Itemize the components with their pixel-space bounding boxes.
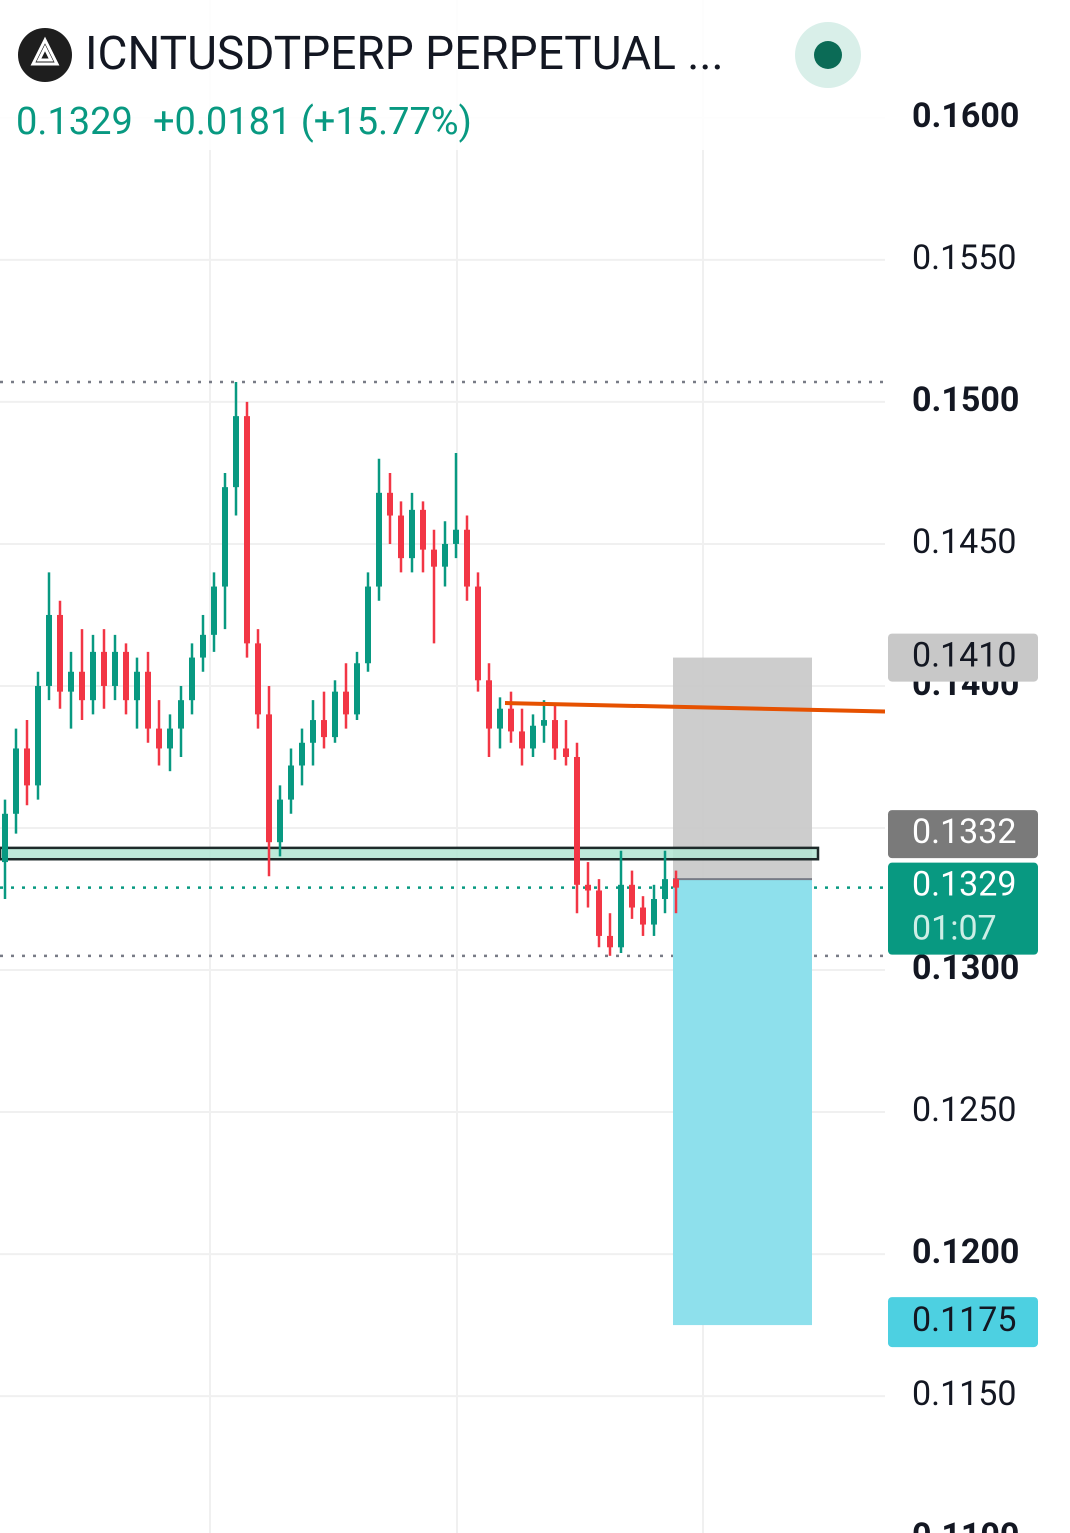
candle-body bbox=[112, 651, 118, 686]
candle-body bbox=[464, 529, 470, 587]
logo bbox=[18, 28, 72, 82]
price-label: 0.1332 bbox=[912, 812, 1017, 852]
candle-body bbox=[552, 720, 558, 749]
candle-body bbox=[13, 748, 19, 814]
y-tick-label: 0.1300 bbox=[912, 948, 1019, 988]
candle-body bbox=[585, 884, 591, 891]
candle-body bbox=[431, 549, 437, 567]
candle-body bbox=[365, 586, 371, 664]
price-label-box bbox=[888, 633, 1038, 682]
candle-body bbox=[387, 492, 393, 516]
candle-body bbox=[233, 416, 239, 488]
candle-body bbox=[398, 515, 404, 559]
candle-body bbox=[101, 651, 107, 686]
candle-body bbox=[90, 651, 96, 701]
trend-line bbox=[504, 701, 885, 714]
candle-body bbox=[123, 651, 129, 701]
candle-body bbox=[79, 671, 85, 701]
candle-body bbox=[596, 890, 602, 936]
y-tick-label: 0.1600 bbox=[912, 96, 1019, 136]
y-tick-label: 0.1500 bbox=[912, 380, 1019, 420]
stop-zone bbox=[673, 657, 812, 880]
candle-body bbox=[607, 935, 613, 948]
header: ICNTUSDTPERP PERPETUAL ... 0.1329 +0.018… bbox=[0, 0, 885, 150]
candle-body bbox=[618, 884, 624, 948]
price-axis: 0.11000.11500.12000.12500.13000.13500.14… bbox=[888, 96, 1038, 1533]
y-tick-label: 0.1550 bbox=[912, 238, 1017, 278]
candle-body bbox=[519, 731, 525, 749]
target-zone bbox=[673, 879, 812, 1326]
symbol-title: ICNTUSDTPERP PERPETUAL ... bbox=[85, 27, 724, 81]
y-tick-label: 0.1250 bbox=[912, 1090, 1017, 1130]
candle-body bbox=[156, 728, 162, 749]
candle-body bbox=[530, 725, 536, 749]
price-label: 0.1410 bbox=[912, 636, 1017, 676]
y-tick-label: 0.1100 bbox=[912, 1516, 1019, 1533]
candle-body bbox=[651, 899, 657, 925]
candle-body bbox=[57, 614, 63, 692]
candle-body bbox=[541, 720, 547, 726]
candle-body bbox=[321, 720, 327, 738]
candle-body bbox=[343, 691, 349, 715]
candle-body bbox=[35, 685, 41, 786]
candle-body bbox=[46, 614, 52, 686]
candle-body bbox=[640, 907, 646, 925]
candle-body bbox=[475, 586, 481, 681]
candle-body bbox=[24, 748, 30, 786]
header-bg bbox=[0, 0, 885, 150]
candle-body bbox=[409, 509, 415, 559]
status-dot bbox=[814, 41, 842, 69]
candle-body bbox=[673, 879, 679, 888]
header-price: 0.1329 bbox=[16, 100, 133, 144]
candle-body bbox=[222, 487, 228, 587]
candle-body bbox=[200, 634, 206, 658]
candle-body bbox=[255, 643, 261, 715]
candle-body bbox=[420, 509, 426, 550]
candle-body bbox=[2, 813, 8, 863]
candle-body bbox=[354, 663, 360, 715]
candle-body bbox=[332, 691, 338, 738]
candle-body bbox=[563, 748, 569, 757]
candle-body bbox=[288, 765, 294, 800]
countdown: 01:07 bbox=[912, 909, 997, 949]
price-label: 0.1329 bbox=[912, 865, 1017, 905]
y-tick-label: 0.1200 bbox=[912, 1232, 1019, 1272]
support-zone bbox=[0, 846, 820, 861]
candle-body bbox=[376, 492, 382, 587]
candle-body bbox=[145, 671, 151, 729]
candle-body bbox=[508, 708, 514, 732]
candle-body bbox=[299, 742, 305, 766]
plot bbox=[0, 380, 885, 1326]
candle-body bbox=[68, 671, 74, 692]
candle-body bbox=[277, 799, 283, 843]
candle-body bbox=[134, 671, 140, 701]
y-tick-label: 0.1150 bbox=[912, 1374, 1017, 1414]
y-tick-label: 0.1450 bbox=[912, 522, 1017, 562]
candle-body bbox=[244, 416, 250, 644]
candle-body bbox=[211, 586, 217, 635]
candle-body bbox=[486, 680, 492, 729]
logo-icon bbox=[30, 36, 60, 66]
candle-body bbox=[662, 879, 668, 900]
candle-body bbox=[266, 714, 272, 843]
header-change: +0.0181 (+15.77%) bbox=[153, 100, 472, 144]
price-label-box bbox=[888, 862, 1038, 955]
candle-body bbox=[442, 543, 448, 567]
price-label: 0.1175 bbox=[912, 1300, 1017, 1340]
price-label-box bbox=[888, 810, 1038, 859]
candle-body bbox=[189, 657, 195, 701]
candle-body bbox=[167, 728, 173, 749]
candle-body bbox=[497, 708, 503, 729]
candle-body bbox=[629, 884, 635, 908]
price-label-box bbox=[888, 1297, 1038, 1348]
candle-body bbox=[453, 529, 459, 544]
candle-body bbox=[574, 756, 580, 885]
candle-body bbox=[310, 720, 316, 743]
candle-body bbox=[178, 700, 184, 729]
